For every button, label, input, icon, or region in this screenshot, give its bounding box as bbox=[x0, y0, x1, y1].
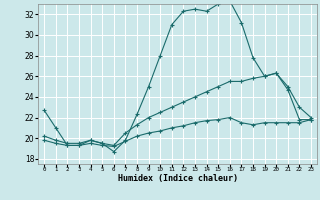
X-axis label: Humidex (Indice chaleur): Humidex (Indice chaleur) bbox=[118, 174, 238, 183]
